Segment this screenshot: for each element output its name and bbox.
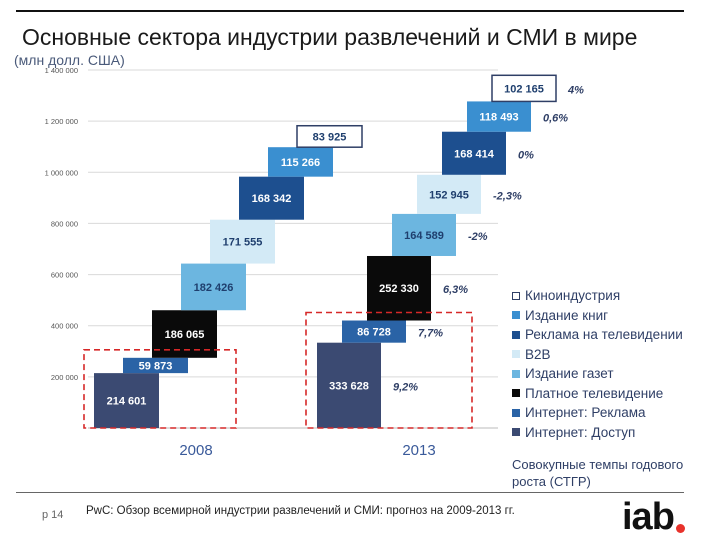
legend-item: Реклама на телевидении <box>512 325 712 345</box>
bar-value-label: 186 065 <box>165 329 205 341</box>
bar-value-label: 252 330 <box>379 283 419 295</box>
y-tick-label: 600 000 <box>51 271 78 280</box>
bar-value-label: 118 493 <box>479 112 518 124</box>
legend-item: Киноиндустрия <box>512 286 712 306</box>
bar-segment <box>317 342 381 428</box>
bar-segment <box>467 101 531 132</box>
y-tick-label: 1 400 000 <box>45 66 78 75</box>
internet-highlight-box <box>83 349 237 429</box>
cagr-label: 0% <box>518 149 534 161</box>
bar-value-label: 182 426 <box>194 282 234 294</box>
slide-title: Основные сектора индустрии развлечений и… <box>22 24 638 50</box>
bar-segment <box>367 255 431 321</box>
y-tick-label: 800 000 <box>51 219 78 228</box>
bar-segment <box>239 176 304 220</box>
x-category-label: 2008 <box>179 442 212 459</box>
bar-segment <box>181 263 246 311</box>
legend-item: Интернет: Реклама <box>512 403 712 423</box>
bar-segment <box>442 131 506 175</box>
bar-segment <box>210 219 275 264</box>
bar-value-label: 214 601 <box>107 396 147 408</box>
iab-logo: iab <box>622 496 675 538</box>
bottom-divider <box>16 492 684 493</box>
legend-swatch <box>512 350 520 359</box>
legend-label: Реклама на телевидении <box>525 327 683 343</box>
y-tick-label: 1 000 000 <box>45 168 78 177</box>
chart-legend: Киноиндустрия Издание книг Реклама на теле… <box>512 286 712 442</box>
bar-segment <box>392 213 456 256</box>
bar-segment <box>123 357 188 374</box>
bar-value-label: 115 266 <box>281 157 320 169</box>
cagr-label: -2% <box>468 231 488 243</box>
bar-segment <box>268 147 333 177</box>
legend-item: Интернет: Доступ <box>512 423 712 443</box>
bar-segment <box>342 320 406 343</box>
cagr-note: Совокупные темпы годового роста (СТГР) <box>512 457 684 489</box>
bar-segment <box>417 174 481 214</box>
cagr-label: -2,3% <box>493 190 522 202</box>
top-divider <box>16 10 684 12</box>
legend-label: B2B <box>525 346 551 362</box>
cagr-label: 7,7% <box>418 328 443 340</box>
bar-value-label: 164 589 <box>404 230 444 242</box>
legend-swatch <box>512 311 520 320</box>
legend-item: Издание газет <box>512 364 712 384</box>
x-category-label: 2013 <box>402 442 435 459</box>
legend-label: Платное телевидение <box>525 385 664 401</box>
bar-value-label: 83 925 <box>313 131 347 143</box>
bar-value-label: 171 555 <box>223 237 263 249</box>
bar-value-label: 86 728 <box>357 327 391 339</box>
logo-dot-icon <box>676 524 685 533</box>
legend-swatch <box>512 369 520 378</box>
bar-value-label: 152 945 <box>429 189 469 201</box>
legend-label: Интернет: Доступ <box>525 424 636 440</box>
bar-value-label: 333 628 <box>329 380 369 392</box>
y-axis-unit-label: (млн долл. США) <box>14 52 125 68</box>
legend-item: Издание книг <box>512 306 712 326</box>
bar-value-label: 102 165 <box>504 83 544 95</box>
internet-highlight-box <box>305 311 473 429</box>
legend-swatch <box>512 408 520 417</box>
legend-label: Издание газет <box>525 366 614 382</box>
cagr-label: 9,2% <box>393 381 418 393</box>
cagr-label: 4% <box>567 84 584 96</box>
bar-value-label: 59 873 <box>139 360 173 372</box>
bar-segment <box>296 124 363 148</box>
legend-label: Интернет: Реклама <box>525 405 646 421</box>
source-note: PwC: Обзор всемирной индустрии развлечен… <box>86 505 515 517</box>
waterfall-chart: 200 000 400 000 600 000 800 000 1 000 000 1 2… <box>45 66 584 459</box>
legend-label: Киноиндустрия <box>525 288 621 304</box>
bar-value-label: 168 342 <box>252 193 292 205</box>
legend-swatch <box>512 330 520 339</box>
legend-swatch <box>512 291 520 300</box>
cagr-label: 6,3% <box>443 284 468 296</box>
y-tick-label: 200 000 <box>51 373 78 382</box>
page-number: p 14 <box>42 509 64 521</box>
legend-swatch <box>512 428 520 437</box>
y-tick-label: 400 000 <box>51 322 78 331</box>
y-tick-label: 1 200 000 <box>45 117 78 126</box>
bar-segment <box>491 74 557 103</box>
bar-segment <box>94 373 159 428</box>
bar-value-label: 168 414 <box>454 148 495 160</box>
legend-item: B2B <box>512 345 712 365</box>
cagr-label: 0,6% <box>543 113 568 125</box>
legend-label: Издание книг <box>525 307 609 323</box>
legend-swatch <box>512 389 520 398</box>
legend-item: Платное телевидение <box>512 384 712 404</box>
